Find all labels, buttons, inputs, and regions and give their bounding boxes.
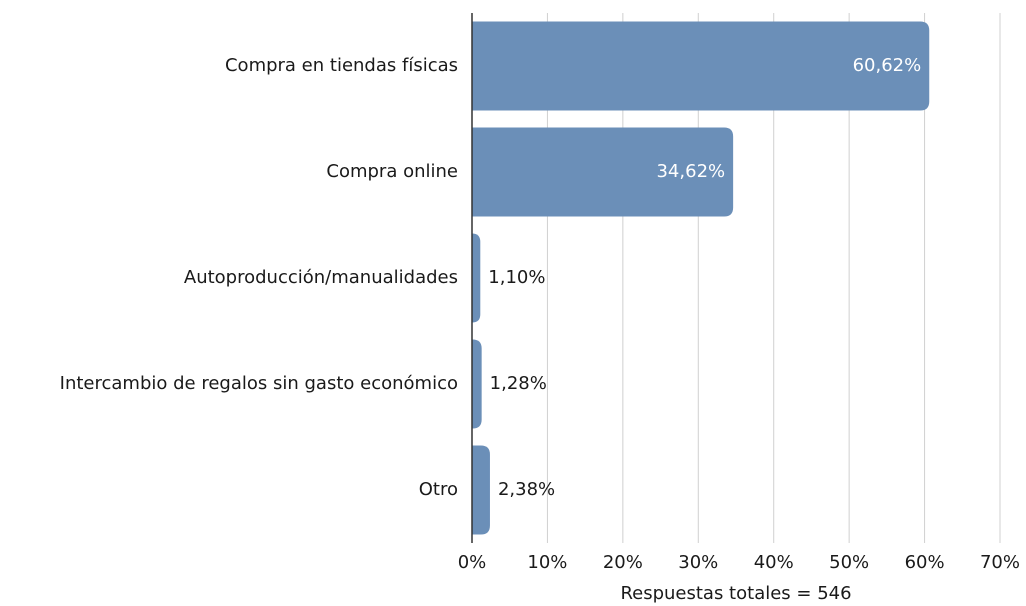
y-tick-label: Otro	[419, 479, 458, 500]
x-tick-label: 70%	[980, 552, 1020, 573]
data-label: 1,10%	[488, 267, 545, 288]
x-axis-label: Respuestas totales = 546	[620, 583, 851, 604]
bar	[472, 339, 482, 429]
x-tick-label: 50%	[829, 552, 869, 573]
x-tick-label: 20%	[603, 552, 643, 573]
bar	[472, 233, 481, 323]
data-label: 60,62%	[853, 55, 922, 76]
x-tick-label: 30%	[678, 552, 718, 573]
bar	[472, 21, 930, 111]
bar	[472, 127, 734, 217]
data-label: 34,62%	[656, 161, 725, 182]
data-label: 1,28%	[490, 373, 547, 394]
x-tick-label: 40%	[754, 552, 794, 573]
bar	[472, 445, 490, 535]
data-label: 2,38%	[498, 479, 555, 500]
x-tick-label: 10%	[527, 552, 567, 573]
y-tick-label: Compra en tiendas físicas	[225, 55, 458, 76]
x-tick-label: 60%	[905, 552, 945, 573]
y-tick-label: Intercambio de regalos sin gasto económi…	[60, 373, 458, 394]
y-tick-label: Compra online	[326, 161, 458, 182]
x-tick-label: 0%	[458, 552, 487, 573]
y-tick-label: Autoproducción/manualidades	[184, 267, 458, 288]
